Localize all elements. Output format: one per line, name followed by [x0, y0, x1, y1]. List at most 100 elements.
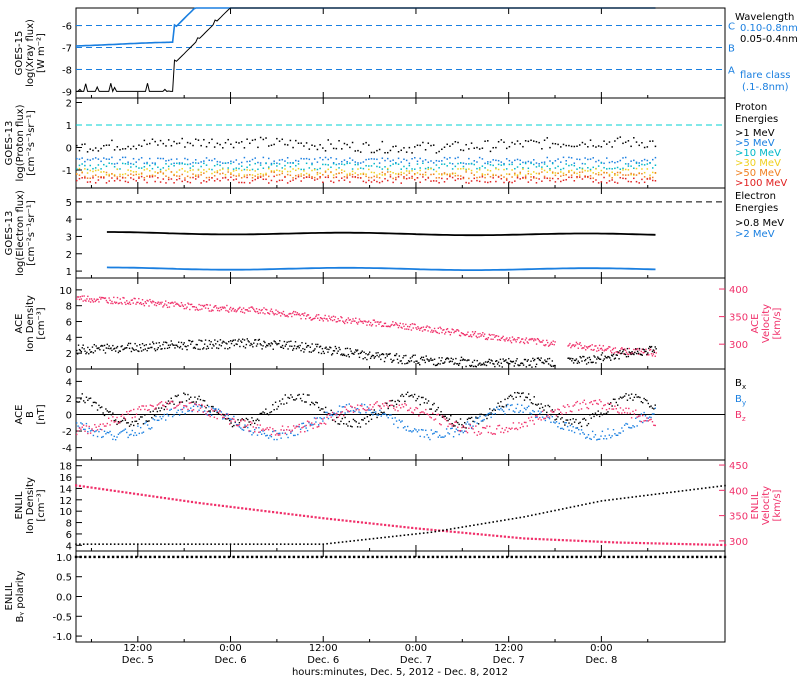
electron-series-1	[106, 266, 656, 271]
proton-series-4	[76, 171, 657, 180]
y-tick-label: 4	[66, 333, 72, 344]
x-tick-time: 0:00	[590, 643, 612, 654]
ace-b-legend: B	[735, 410, 742, 421]
enlil-polarity-series	[74, 555, 727, 559]
enlil-velocity-series	[75, 484, 727, 547]
proton-legend-title: Proton	[735, 102, 767, 113]
y-tick-label: -7	[62, 44, 72, 55]
y-right-tick-label: 450	[729, 461, 748, 472]
y-tick-label: 1	[66, 267, 72, 278]
y-right-tick-label: 300	[729, 537, 748, 548]
y-tick-label: 2	[66, 394, 72, 405]
y-axis-label: [km/s]	[772, 489, 783, 521]
proton-legend-item: >100 MeV	[735, 178, 787, 189]
y-tick-label: 10	[59, 286, 72, 297]
y-tick-label: -2	[62, 427, 72, 438]
ace-velocity-series	[76, 295, 657, 357]
flare-class-note: flare class	[740, 70, 790, 81]
proton-series-5	[76, 175, 657, 184]
proton-legend-item: >50 MeV	[735, 168, 781, 179]
ace-b-legend: B	[735, 394, 742, 405]
y-tick-label: 0.5	[56, 573, 72, 584]
ace-density-series	[76, 338, 657, 368]
proton-legend-item: >1 MeV	[735, 128, 775, 139]
y-tick-label: 14	[59, 484, 72, 495]
y-tick-label: 2	[66, 99, 72, 110]
y-axis-label: Ion Density	[25, 477, 36, 534]
panel-frame	[75, 459, 726, 552]
proton-legend-item: >5 MeV	[735, 138, 775, 149]
y-axis-label: [nT]	[36, 404, 47, 424]
ace-b-series-z	[76, 399, 656, 436]
y-right-tick-label: 400	[729, 285, 748, 296]
y-tick-label: 8	[66, 519, 72, 530]
xray-short-series	[76, 7, 656, 93]
y-axis-label: ENLIL	[4, 582, 15, 610]
y-axis-label: GOES-13	[4, 211, 15, 256]
ace-b-legend-sub: x	[742, 383, 746, 391]
y-right-tick-label: 400	[729, 486, 748, 497]
y-axis-label: ENLIL	[14, 491, 25, 519]
y-tick-label: 2	[66, 349, 72, 360]
ace-b-series-y	[76, 403, 656, 441]
y-tick-label: -1.0	[52, 632, 72, 643]
y-axis-label: [cm⁻³]	[36, 307, 47, 339]
x-tick-time: 12:00	[494, 643, 523, 654]
y-tick-label: 18	[59, 462, 72, 473]
proton-legend-title: Energies	[735, 114, 778, 125]
x-axis-title: hours:minutes, Dec. 5, 2012 - Dec. 8, 20…	[292, 667, 508, 678]
y-tick-label: 0	[66, 365, 72, 376]
enlil-density-series	[75, 484, 726, 545]
y-axis-label: GOES-13	[4, 121, 15, 166]
y-tick-label: 1.0	[56, 553, 72, 564]
y-axis-label: ACE	[750, 314, 761, 334]
y-tick-label: 6	[66, 530, 72, 541]
ace-b-legend: B	[735, 378, 742, 389]
y-tick-label: 8	[66, 302, 72, 313]
x-tick-time: 0:00	[219, 643, 241, 654]
y-tick-label: 1	[66, 121, 72, 132]
y-tick-label: 0.0	[56, 593, 72, 604]
y-right-tick-label: 350	[729, 512, 748, 523]
x-tick-date: Dec. 6	[214, 655, 246, 666]
y-tick-label: 0	[66, 144, 72, 155]
ace-b-legend-sub: z	[742, 415, 746, 423]
y-tick-label: -9	[62, 87, 72, 98]
y-tick-label: -8	[62, 65, 72, 76]
proton-series-2	[76, 162, 657, 171]
y-axis-label: Ion Density	[25, 295, 36, 352]
electron-legend-item: >0.8 MeV	[735, 218, 784, 229]
electron-series-0	[106, 231, 656, 237]
y-tick-label: 12	[59, 496, 72, 507]
y-axis-label: [W m⁻²]	[36, 33, 47, 73]
x-tick-date: Dec. 5	[122, 655, 154, 666]
y-axis-label: ENLIL	[750, 491, 761, 519]
xray-legend-long: 0.10-0.8nm	[740, 23, 798, 34]
x-tick-date: Dec. 8	[585, 655, 617, 666]
electron-legend-item: >2 MeV	[735, 229, 775, 240]
y-axis-label: ACE	[14, 314, 25, 334]
y-axis-label: [cm⁻²s⁻¹sr⁻¹]	[26, 200, 37, 266]
y-axis-label: [cm⁻³]	[36, 489, 47, 521]
xray-long-series	[76, 7, 656, 47]
y-tick-label: 4	[66, 541, 72, 552]
y-axis-label: ACE	[14, 405, 25, 425]
x-tick-date: Dec. 7	[493, 655, 525, 666]
y-axis-label: Bᵧ polarity	[15, 570, 26, 622]
flare-class-label: A	[728, 65, 735, 76]
proton-legend-item: >10 MeV	[735, 148, 781, 159]
y-axis-label: Velocity	[761, 486, 772, 525]
y-axis-label: log(Xray flux)	[25, 19, 36, 87]
flare-class-label: C	[728, 22, 735, 33]
flare-class-label: B	[728, 44, 735, 55]
y-axis-label: Velocity	[761, 304, 772, 343]
y-axis-label: [km/s]	[772, 307, 783, 339]
y-axis-label: B	[25, 411, 36, 418]
y-right-tick-label: 350	[729, 313, 748, 324]
x-tick-time: 12:00	[309, 643, 338, 654]
y-tick-label: 6	[66, 318, 72, 329]
x-tick-time: 0:00	[405, 643, 427, 654]
y-axis-label: GOES-15	[14, 31, 25, 76]
panel-frame	[75, 550, 726, 643]
